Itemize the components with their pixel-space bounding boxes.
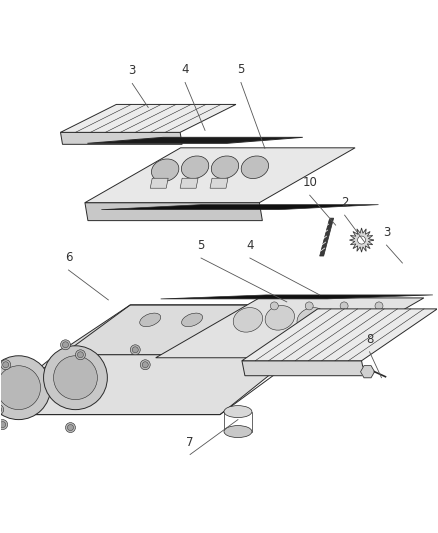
Circle shape xyxy=(43,346,107,410)
Circle shape xyxy=(3,362,9,368)
Polygon shape xyxy=(88,138,303,143)
Circle shape xyxy=(0,347,1,357)
Circle shape xyxy=(375,302,383,310)
Circle shape xyxy=(0,422,6,427)
Circle shape xyxy=(130,345,140,355)
Polygon shape xyxy=(56,305,370,355)
Circle shape xyxy=(0,366,41,410)
Ellipse shape xyxy=(265,313,286,327)
Polygon shape xyxy=(161,295,433,299)
Circle shape xyxy=(270,302,278,310)
Ellipse shape xyxy=(233,308,263,332)
Ellipse shape xyxy=(211,156,239,179)
Polygon shape xyxy=(155,298,424,358)
Polygon shape xyxy=(242,361,364,376)
Ellipse shape xyxy=(182,313,203,327)
Circle shape xyxy=(140,360,150,370)
Text: 6: 6 xyxy=(65,251,72,264)
Polygon shape xyxy=(360,366,374,378)
Text: 3: 3 xyxy=(129,64,136,77)
Text: 7: 7 xyxy=(186,435,194,449)
Circle shape xyxy=(67,425,74,431)
Text: 10: 10 xyxy=(302,176,317,189)
Polygon shape xyxy=(150,178,168,188)
Text: 5: 5 xyxy=(237,63,244,77)
Ellipse shape xyxy=(223,313,244,327)
Circle shape xyxy=(60,340,71,350)
Circle shape xyxy=(340,302,348,310)
Polygon shape xyxy=(320,218,334,256)
Ellipse shape xyxy=(181,156,209,179)
Circle shape xyxy=(75,350,85,360)
Ellipse shape xyxy=(140,313,161,327)
Polygon shape xyxy=(210,178,228,188)
Circle shape xyxy=(63,342,68,348)
Circle shape xyxy=(0,419,8,430)
Ellipse shape xyxy=(307,313,328,327)
Circle shape xyxy=(132,347,138,353)
Ellipse shape xyxy=(265,305,294,330)
Text: 3: 3 xyxy=(383,226,390,239)
Circle shape xyxy=(142,362,148,368)
Circle shape xyxy=(78,352,83,358)
Polygon shape xyxy=(60,104,236,132)
Polygon shape xyxy=(242,309,437,361)
Polygon shape xyxy=(85,203,262,221)
Ellipse shape xyxy=(241,156,268,179)
Ellipse shape xyxy=(297,308,326,332)
Polygon shape xyxy=(180,178,198,188)
Text: 5: 5 xyxy=(198,239,205,252)
Text: 4: 4 xyxy=(181,63,189,77)
Ellipse shape xyxy=(152,159,179,182)
Circle shape xyxy=(357,236,366,244)
Circle shape xyxy=(66,423,75,433)
Circle shape xyxy=(0,356,50,419)
Text: 4: 4 xyxy=(246,239,254,252)
Polygon shape xyxy=(85,148,355,203)
Text: 8: 8 xyxy=(366,333,373,346)
Circle shape xyxy=(53,356,97,400)
Circle shape xyxy=(0,405,4,415)
Polygon shape xyxy=(0,355,295,415)
Circle shape xyxy=(0,407,2,413)
Circle shape xyxy=(1,360,11,370)
Text: 2: 2 xyxy=(341,196,348,209)
Polygon shape xyxy=(350,228,374,252)
Ellipse shape xyxy=(224,406,252,417)
Circle shape xyxy=(305,302,313,310)
Polygon shape xyxy=(60,132,182,144)
Ellipse shape xyxy=(224,425,252,438)
Polygon shape xyxy=(101,205,378,209)
